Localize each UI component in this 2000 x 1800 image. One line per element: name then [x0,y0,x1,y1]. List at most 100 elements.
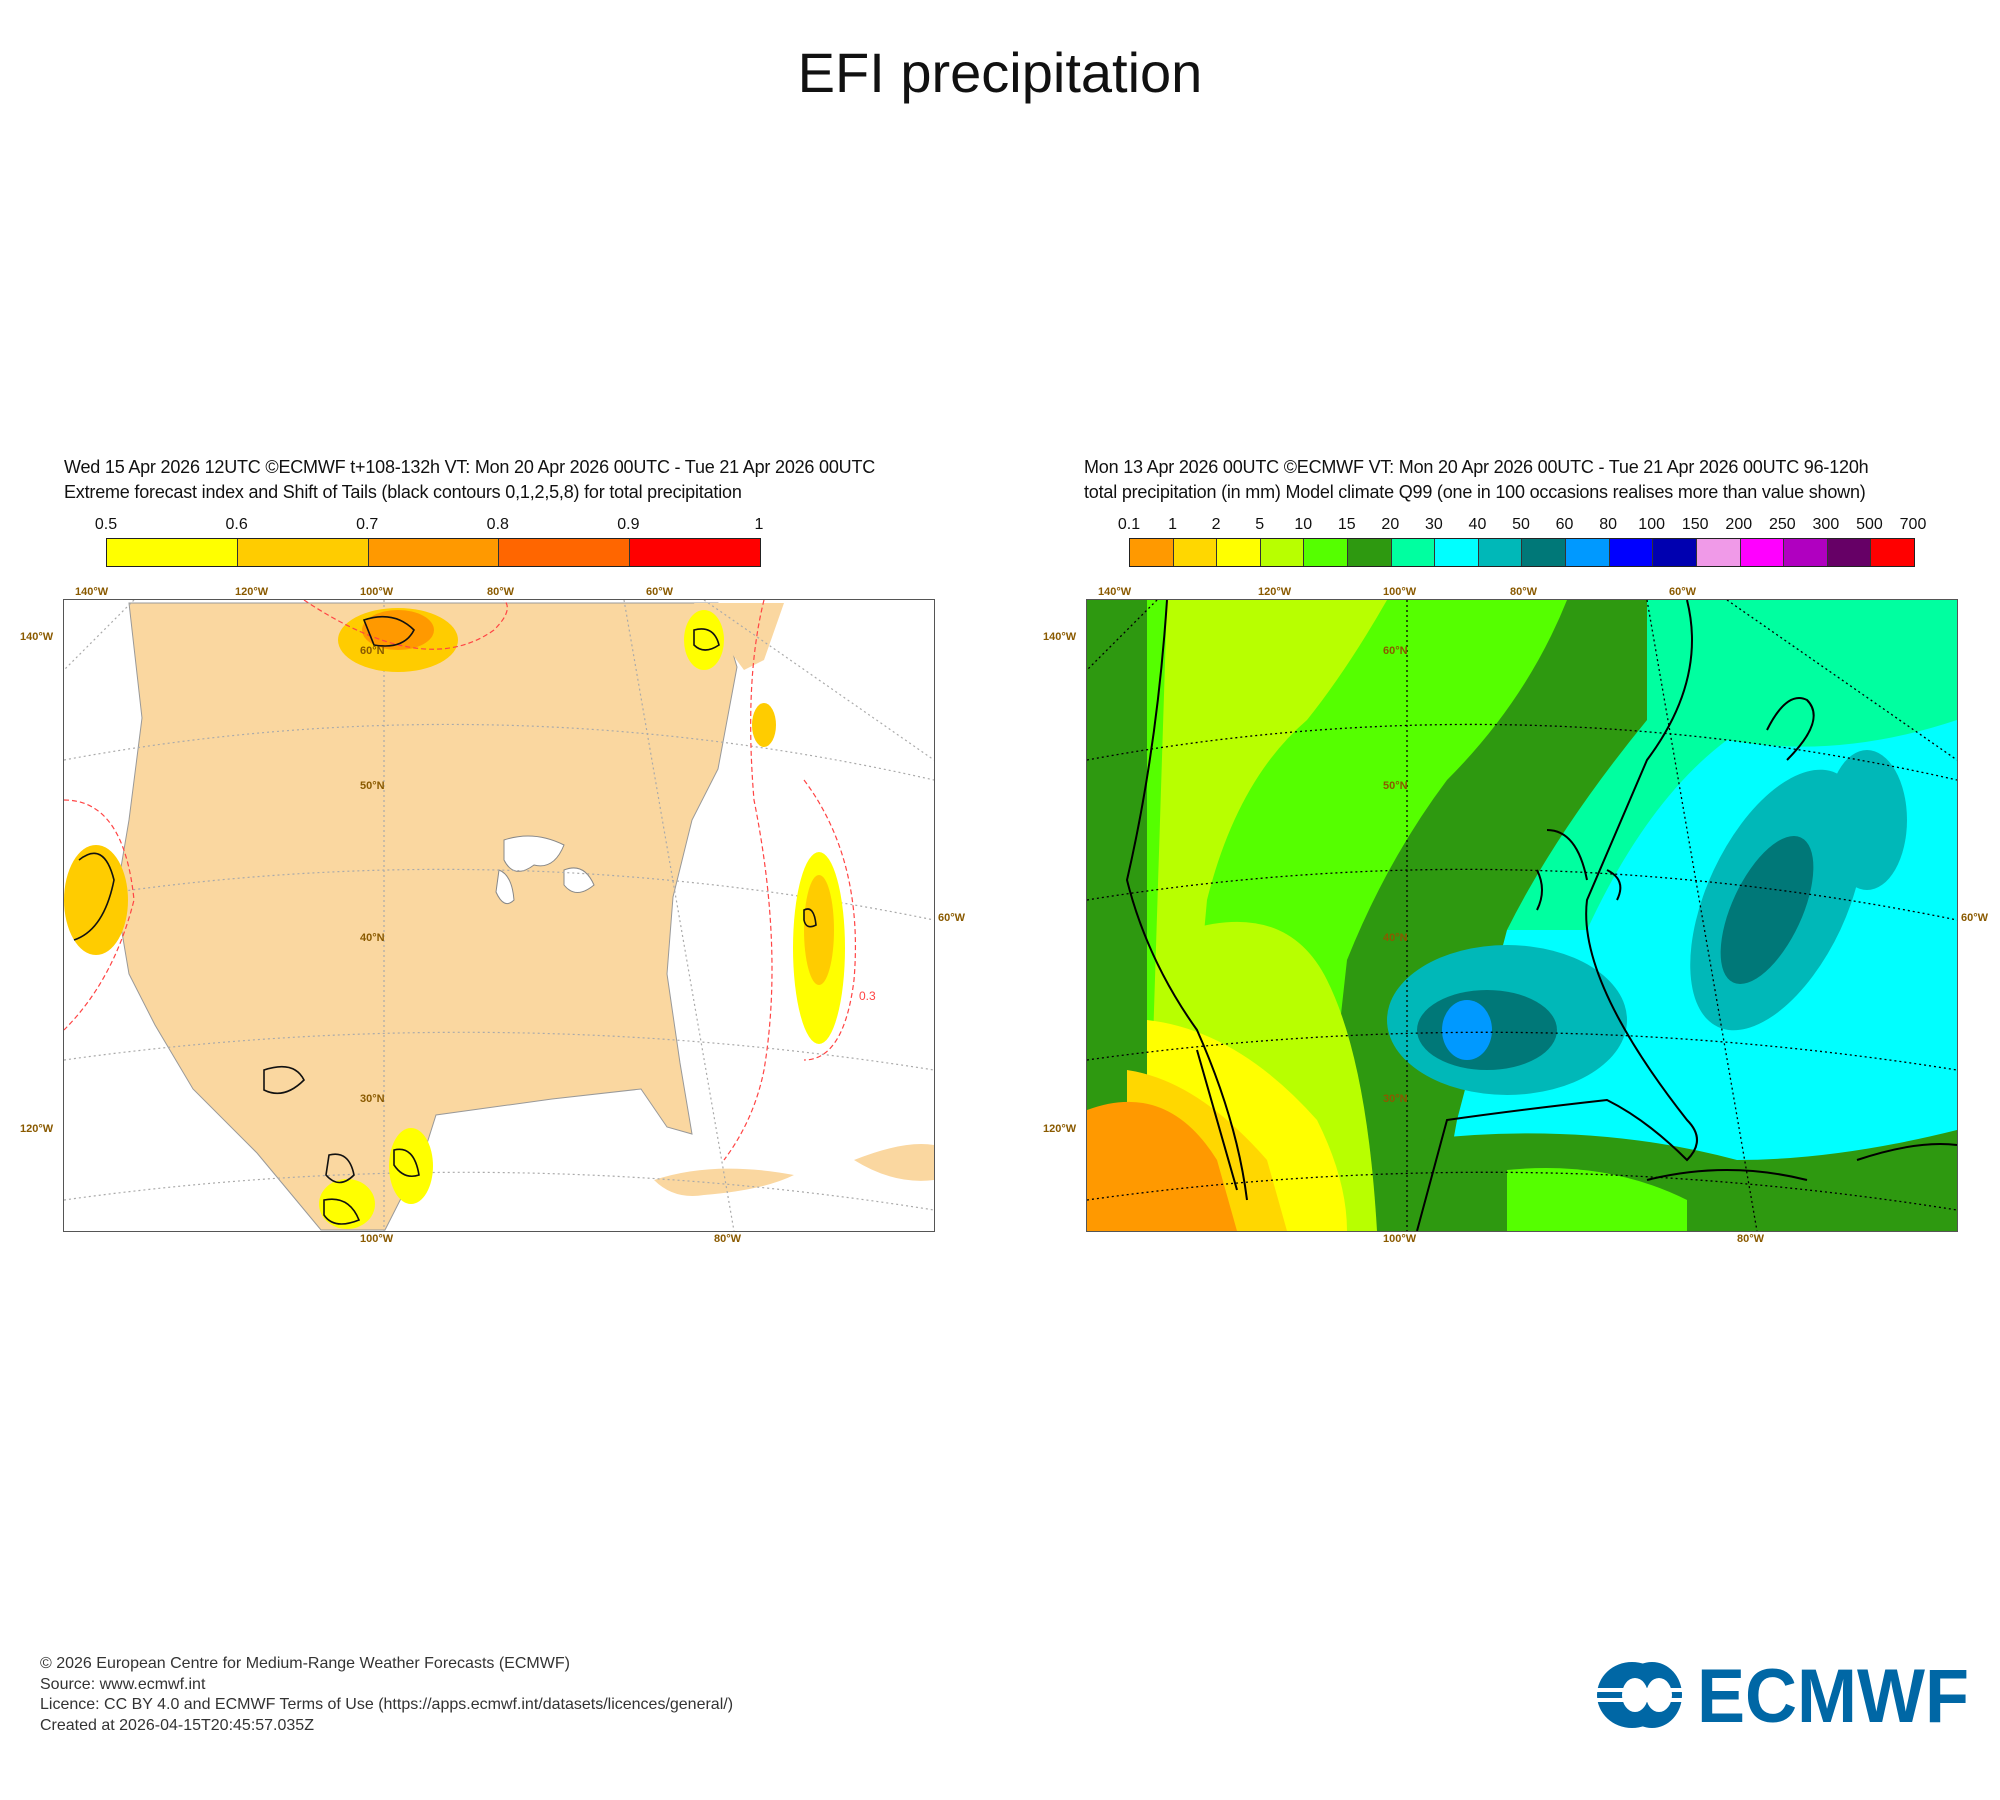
colorbar-swatch [1522,539,1567,566]
grid-label: 80°W [1510,586,1538,598]
left-colorbar [106,538,761,567]
colorbar-swatch [1566,539,1610,566]
ecmwf-logo-icon [1597,1662,1682,1728]
grid-label-latitude: 60°N [360,645,385,657]
colorbar-swatch [1304,539,1349,566]
page-title: EFI precipitation [797,41,1203,104]
colorbar-swatch [1130,539,1174,566]
left-header-line1: Wed 15 Apr 2026 12UTC ©ECMWF t+108-132h … [64,457,876,477]
colorbar-swatch [1391,539,1436,566]
colorbar-swatch [1827,539,1872,566]
left-header-line2: Extreme forecast index and Shift of Tail… [64,482,742,502]
source: Source: www.ecmwf.int [40,1675,206,1693]
left-panel-header: Wed 15 Apr 2026 12UTC ©ECMWF t+108-132h … [64,455,875,505]
grid-label: 120°W [1043,1123,1077,1135]
grid-label-latitude: 40°N [360,932,385,944]
colorbar-tick-label: 30 [1424,516,1443,533]
grid-label: 140°W [1098,586,1132,598]
right-colorbar [1129,538,1915,567]
grid-label: 140°W [20,631,54,643]
grid-label: 120°W [235,586,269,598]
grid-label: 80°W [487,586,515,598]
grid-label: 100°W [360,1233,394,1245]
colorbar-tick-label: 100 [1638,516,1666,533]
grid-label: 100°W [1383,586,1417,598]
licence: Licence: CC BY 4.0 and ECMWF Terms of Us… [40,1696,734,1713]
colorbar-tick-label: 200 [1725,516,1753,533]
land-north-america [115,602,738,1231]
created-at: Created at 2026-04-15T20:45:57.035Z [40,1716,314,1734]
colorbar-tick-label: 40 [1468,516,1487,533]
colorbar-tick-label: 5 [1255,516,1265,533]
colorbar-swatch [1260,539,1305,566]
colorbar-tick-label: 0.6 [225,516,248,533]
colorbar-tick-label: 0.1 [1117,516,1141,533]
grid-label: 120°W [1258,586,1292,598]
colorbar-swatch [1696,539,1741,566]
colorbar-tick-label: 15 [1337,516,1356,533]
graticule [1087,600,1957,1231]
colorbar-swatch [1217,539,1261,566]
right-header-line2: total precipitation (in mm) Model climat… [1084,482,1866,502]
colorbar-tick-label: 0.9 [617,516,640,533]
colorbar-swatch [1740,539,1785,566]
grid-label: 60°W [1961,912,1989,924]
grid-label: 80°W [714,1233,742,1245]
colorbar-swatch [1348,539,1392,566]
grid-label-latitude: 60°N [1383,645,1408,657]
colorbar-swatch [1435,539,1479,566]
coastlines [1125,600,1957,1231]
grid-label-latitude: 30°N [360,1093,385,1105]
ecmwf-logo: ECMWF [1597,1654,1972,1739]
colorbar-tick-label: 60 [1555,516,1574,533]
colorbar-swatch [630,539,760,566]
footer: © 2026 European Centre for Medium-Range … [40,1654,733,1736]
colorbar-tick-label: 0.8 [486,516,509,533]
colorbar-swatch [1609,539,1654,566]
colorbar-tick-label: 700 [1899,516,1927,533]
right-panel-header: Mon 13 Apr 2026 00UTC ©ECMWF VT: Mon 20 … [1084,455,1869,505]
colorbar-tick-label: 50 [1512,516,1530,533]
grid-label: 100°W [1383,1233,1417,1245]
colorbar-tick-label: 300 [1812,516,1840,533]
q99-precipitation-map[interactable] [1086,599,1958,1232]
colorbar-tick-label: 250 [1768,516,1796,533]
colorbar-tick-label: 0.7 [356,516,379,533]
colorbar-tick-label: 1 [754,516,764,533]
colorbar-tick-label: 2 [1211,516,1221,533]
colorbar-tick-label: 150 [1681,516,1709,533]
grid-label: 100°W [360,586,394,598]
colorbar-tick-label: 0.5 [94,516,118,533]
grid-label: 120°W [20,1123,54,1135]
grid-label: 140°W [1043,631,1077,643]
colorbar-swatch [1478,539,1523,566]
copyright: © 2026 European Centre for Medium-Range … [40,1655,570,1672]
colorbar-swatch [368,539,500,566]
ecmwf-logo-text: ECMWF [1697,1660,1969,1730]
colorbar-swatch [1784,539,1828,566]
colorbar-tick-label: 10 [1294,516,1313,533]
grid-label: 80°W [1737,1233,1765,1245]
contour-label: 0.3 [859,989,876,1003]
colorbar-swatch [1871,539,1914,566]
colorbar-tick-label: 500 [1856,516,1883,533]
grid-label: 140°W [75,586,109,598]
land-caribbean [654,1144,934,1196]
right-header-line1: Mon 13 Apr 2026 00UTC ©ECMWF VT: Mon 20 … [1084,457,1869,477]
shift-of-tails-contours [73,615,817,1225]
colorbar-swatch [1653,539,1697,566]
colorbar-tick-label: 1 [1168,516,1177,533]
grid-label-latitude: 50°N [360,780,385,792]
grid-label: 60°W [938,912,966,924]
colorbar-swatch [1173,539,1218,566]
grid-label: 60°W [646,586,674,598]
colorbar-swatch [499,539,631,566]
grid-label-latitude: 50°N [1383,780,1408,792]
right-colorbar-labels: 0.1 1 2 5 10 15 20 30 40 50 60 80 100 150 200 250 300 500… [1118,516,1926,536]
colorbar-tick-label: 80 [1599,516,1618,533]
contours-0.3 [64,600,857,1161]
efi-map[interactable]: 0.3 [63,599,935,1232]
colorbar-swatch [237,539,369,566]
grid-label-latitude: 40°N [1383,932,1408,944]
grid-label: 60°W [1669,586,1697,598]
